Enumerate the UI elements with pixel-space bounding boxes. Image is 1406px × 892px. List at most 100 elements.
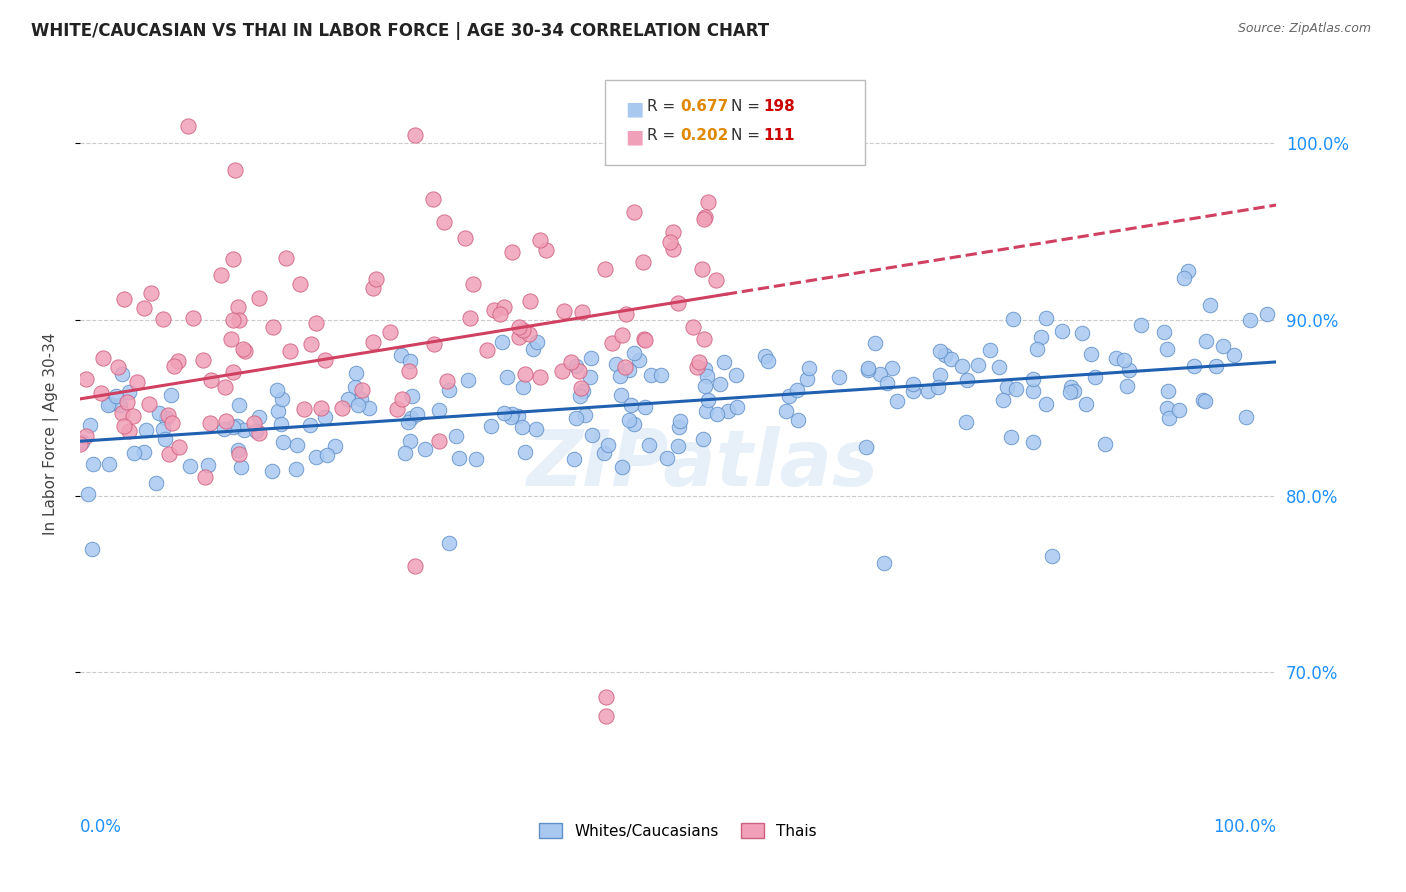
Point <box>1182 359 1205 373</box>
Point <box>628 353 651 368</box>
Point <box>571 384 593 399</box>
Point <box>519 293 541 308</box>
Point <box>214 380 236 394</box>
Point <box>1004 382 1026 396</box>
Point <box>385 402 408 417</box>
Point <box>479 419 502 434</box>
Point <box>1094 436 1116 450</box>
Text: R =: R = <box>647 99 681 114</box>
Point <box>562 451 585 466</box>
Point <box>1223 347 1246 361</box>
Point <box>1112 353 1135 368</box>
Point <box>1060 380 1083 394</box>
Point <box>135 424 157 438</box>
Point <box>560 355 582 369</box>
Point <box>865 335 887 350</box>
Point <box>111 368 134 382</box>
Point <box>787 413 810 427</box>
Point <box>1239 313 1261 327</box>
Point <box>309 401 332 416</box>
Point <box>90 385 112 400</box>
Point <box>315 448 337 462</box>
Point <box>995 379 1018 393</box>
Text: Source: ZipAtlas.com: Source: ZipAtlas.com <box>1237 22 1371 36</box>
Point <box>176 119 198 133</box>
Point <box>496 369 519 384</box>
Point <box>634 400 657 414</box>
Point <box>697 194 720 209</box>
Point <box>778 389 800 403</box>
Point <box>1195 334 1218 349</box>
Text: R =: R = <box>647 128 681 143</box>
Point <box>526 335 548 350</box>
Point <box>536 243 558 257</box>
Point <box>336 392 359 407</box>
Point <box>219 333 242 347</box>
Point <box>69 437 91 451</box>
Point <box>1116 379 1139 393</box>
Text: 0.677: 0.677 <box>681 99 728 114</box>
Point <box>224 162 246 177</box>
Point <box>508 330 530 344</box>
Point <box>1031 330 1053 344</box>
Point <box>668 420 690 434</box>
Point <box>617 363 640 377</box>
Point <box>655 450 678 465</box>
Point <box>579 370 602 384</box>
Point <box>565 359 588 373</box>
Point <box>834 128 856 142</box>
Point <box>111 406 134 420</box>
Point <box>569 381 592 395</box>
Point <box>145 476 167 491</box>
Point <box>1001 312 1024 326</box>
Point <box>475 343 498 358</box>
Point <box>571 304 593 318</box>
Point <box>132 301 155 316</box>
Text: ■: ■ <box>626 128 644 146</box>
Point <box>869 367 891 381</box>
Point <box>1040 549 1063 563</box>
Point <box>105 389 128 403</box>
Point <box>876 376 898 390</box>
Point <box>633 332 655 346</box>
Point <box>686 360 709 375</box>
Point <box>658 235 681 249</box>
Point <box>222 252 245 266</box>
Point <box>939 351 962 366</box>
Point <box>727 400 749 414</box>
Point <box>704 272 727 286</box>
Point <box>1076 397 1098 411</box>
Point <box>132 445 155 459</box>
Point <box>115 395 138 409</box>
Point <box>444 429 467 443</box>
Point <box>423 336 446 351</box>
Point <box>662 242 685 256</box>
Point <box>299 337 322 351</box>
Point <box>1177 263 1199 277</box>
Point <box>690 262 713 277</box>
Point <box>228 313 250 327</box>
Point <box>198 416 221 430</box>
Point <box>886 394 908 409</box>
Point <box>396 415 419 429</box>
Point <box>221 312 243 326</box>
Point <box>148 406 170 420</box>
Point <box>903 376 925 391</box>
Point <box>449 451 471 466</box>
Point <box>404 128 426 142</box>
Point <box>285 438 308 452</box>
Point <box>399 354 422 368</box>
Text: WHITE/CAUCASIAN VS THAI IN LABOR FORCE | AGE 30-34 CORRELATION CHART: WHITE/CAUCASIAN VS THAI IN LABOR FORCE |… <box>31 22 769 40</box>
Point <box>314 352 336 367</box>
Point <box>882 360 904 375</box>
Point <box>979 343 1001 358</box>
Point <box>682 319 704 334</box>
Point <box>262 319 284 334</box>
Point <box>465 452 488 467</box>
Point <box>1052 324 1074 338</box>
Point <box>378 326 401 340</box>
Point <box>565 411 588 425</box>
Point <box>1194 394 1216 409</box>
Point <box>80 541 103 556</box>
Point <box>398 364 420 378</box>
